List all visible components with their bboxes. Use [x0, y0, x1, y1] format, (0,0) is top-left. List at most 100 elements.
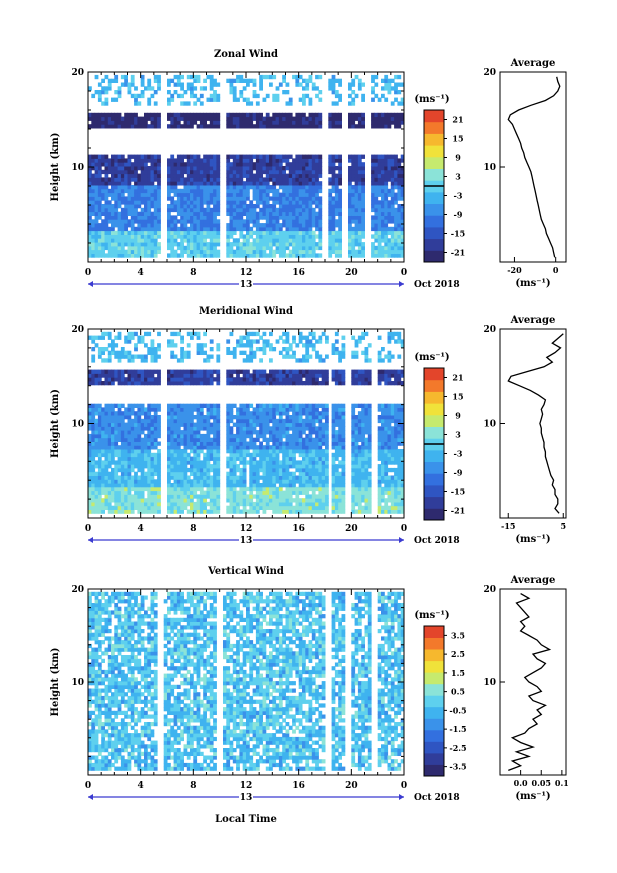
heatmap-cell: [400, 112, 405, 118]
heatmap-cell: [216, 158, 221, 163]
heatmap-cell: [285, 445, 290, 450]
heatmap-cell: [104, 486, 109, 492]
heatmap-cell: [295, 226, 300, 232]
heatmap-cell: [239, 173, 244, 178]
heatmap-cell: [134, 475, 138, 480]
heatmap-cell: [137, 494, 142, 499]
heatmap-cell: [229, 242, 234, 247]
heatmap-cell: [229, 124, 234, 129]
heatmap-cell: [361, 162, 365, 167]
heatmap-cell: [199, 112, 204, 118]
heatmap-cell: [381, 154, 385, 159]
heatmap-cell: [199, 494, 204, 499]
heatmap-cell: [170, 449, 175, 454]
heatmap-cell: [104, 464, 109, 469]
heatmap-cell: [387, 219, 392, 224]
heatmap-cell: [272, 74, 277, 80]
heatmap-cell: [387, 120, 392, 125]
average-title: Average: [510, 58, 556, 69]
heatmap-cell: [354, 238, 359, 243]
heatmap-cell: [354, 158, 359, 163]
heatmap-cell: [104, 498, 109, 503]
heatmap-cell: [384, 204, 389, 209]
heatmap-cell: [278, 486, 283, 492]
heatmap-cell: [199, 230, 204, 235]
heatmap-cell: [104, 253, 109, 258]
heatmap-cell: [203, 509, 207, 514]
heatmap-cell: [153, 245, 158, 251]
heatmap-cell: [302, 253, 306, 258]
heatmap-cell: [400, 158, 405, 163]
heatmap-cell: [252, 464, 257, 469]
heatmap-cell: [144, 373, 148, 378]
heatmap-cell: [318, 166, 323, 171]
heatmap-cell: [282, 253, 286, 258]
heatmap-cell: [124, 226, 128, 232]
heatmap-cell: [203, 177, 207, 182]
heatmap-cell: [269, 158, 273, 163]
heatmap-cell: [88, 415, 92, 420]
heatmap-cell: [384, 207, 389, 213]
heatmap-cell: [209, 188, 214, 194]
heatmap-cell: [390, 234, 395, 239]
heatmap-cell: [285, 403, 290, 408]
heatmap-cell: [275, 426, 280, 431]
heatmap-cell: [275, 173, 280, 178]
heatmap-cell: [255, 181, 260, 186]
heatmap-cell: [173, 234, 178, 239]
heatmap-cell: [104, 373, 109, 378]
heatmap-cell: [170, 173, 175, 178]
heatmap-cell: [196, 407, 201, 412]
heatmap-cell: [246, 124, 250, 129]
heatmap-cell: [292, 415, 296, 420]
heatmap-cell: [114, 204, 119, 209]
heatmap-cell: [147, 181, 152, 186]
heatmap-cell: [104, 449, 109, 454]
heatmap-cell: [285, 331, 290, 337]
heatmap-cell: [213, 158, 217, 163]
heatmap-cell: [298, 166, 303, 171]
heatmap-cell: [213, 230, 217, 235]
heatmap-cell: [282, 509, 286, 514]
heatmap-cell: [390, 230, 395, 235]
heatmap-cell: [262, 74, 267, 80]
heatmap-cell: [209, 426, 214, 431]
heatmap-cell: [265, 430, 270, 435]
heatmap-cell: [183, 381, 188, 386]
heatmap-cell: [137, 377, 142, 382]
heatmap-cell: [134, 86, 138, 91]
heatmap-cell: [97, 483, 102, 488]
heatmap-cell: [167, 223, 171, 228]
heatmap-cell: [229, 403, 234, 408]
heatmap-cell: [88, 192, 92, 197]
heatmap-cell: [292, 215, 296, 220]
heatmap-cell: [275, 377, 280, 382]
heatmap-cell: [331, 219, 336, 224]
heatmap-cell: [354, 226, 359, 232]
heatmap-cell: [176, 188, 181, 194]
heatmap-cell: [213, 464, 217, 469]
heatmap-cell: [176, 377, 181, 382]
heatmap-cell: [213, 173, 217, 178]
heatmap-cell: [199, 373, 204, 378]
heatmap-cell: [229, 78, 234, 83]
heatmap-cell: [249, 426, 254, 431]
heatmap-cell: [259, 501, 263, 507]
heatmap-cell: [236, 437, 240, 442]
heatmap-cell: [252, 253, 257, 258]
heatmap-cell: [196, 211, 201, 216]
heatmap-cell: [229, 245, 234, 251]
heatmap-cell: [190, 173, 194, 178]
heatmap-cell: [144, 226, 148, 232]
heatmap-cell: [180, 483, 184, 488]
heatmap-cell: [183, 350, 188, 355]
heatmap-cell: [295, 169, 300, 175]
heatmap-cell: [305, 82, 310, 87]
heatmap-cell: [318, 188, 323, 194]
heatmap-cell: [107, 498, 112, 503]
heatmap-cell: [328, 162, 333, 167]
heatmap-cell: [150, 234, 155, 239]
x-tick-label: 8: [190, 268, 196, 278]
heatmap-cell: [288, 486, 293, 492]
heatmap-cell: [104, 162, 109, 167]
